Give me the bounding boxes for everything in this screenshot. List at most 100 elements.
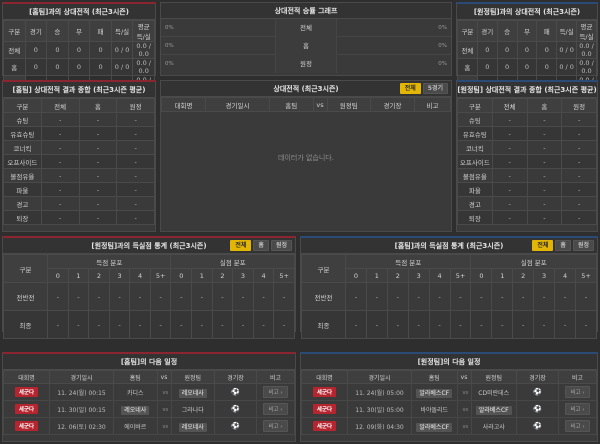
- stadium-cell[interactable]: ⚽: [214, 417, 257, 435]
- league-cell: 세군다: [301, 400, 348, 418]
- cell: -: [491, 310, 514, 339]
- table-header-row: 구분 전체 홈 원정: [3, 98, 155, 113]
- schedule-row[interactable]: 세군다 11. 24(월) 05:00 알라베스CF vs CD미란데스 ⚽ 비고 ›: [301, 383, 597, 401]
- cell: -: [365, 282, 388, 311]
- stadium-cell[interactable]: ⚽: [516, 400, 559, 418]
- home-goal-filter-toggles[interactable]: 전체 홈 원정: [532, 240, 594, 251]
- cell: 0: [46, 41, 69, 59]
- memo-cell[interactable]: 비고 ›: [256, 417, 295, 435]
- toggle-away[interactable]: 원정: [270, 240, 292, 251]
- toggle-5-matches[interactable]: 5경기: [422, 83, 448, 94]
- schedule-row[interactable]: 세군다 11. 24(월) 00:15 카디스 vs 레오네사 ⚽ 비고 ›: [3, 383, 295, 401]
- stadium-cell[interactable]: ⚽: [516, 383, 559, 401]
- win-rate-rows: 0% 전체 0% 0% 홈 0% 0% 원정 0%: [161, 18, 451, 73]
- away-team-name: CD미란데스: [478, 389, 510, 397]
- away-team-cell[interactable]: 레오네사: [170, 383, 215, 401]
- schedule-row[interactable]: 세군다 12. 06(토) 02:30 에이바르 vs 레오네사 ⚽ 비고 ›: [3, 417, 295, 435]
- cell: -: [491, 126, 528, 141]
- cell: -: [78, 182, 118, 197]
- toggle-home[interactable]: 홈: [253, 240, 269, 251]
- memo-button[interactable]: 비고 ›: [263, 403, 288, 415]
- stadium-icon[interactable]: ⚽: [533, 405, 542, 413]
- memo-cell[interactable]: 비고 ›: [256, 400, 295, 418]
- away-team-cell[interactable]: 알라베스CF: [470, 400, 517, 418]
- bucket-header: 4: [129, 268, 151, 283]
- stadium-icon[interactable]: ⚽: [533, 388, 542, 396]
- stadium-icon[interactable]: ⚽: [231, 388, 240, 396]
- away-team-cell[interactable]: CD미란데스: [470, 383, 517, 401]
- cell: -: [108, 282, 131, 311]
- col-stadium: 경기장: [214, 370, 257, 384]
- panel-title-text: 상대전적 (최근3시즌): [273, 85, 339, 93]
- row-label: 최종: [3, 310, 48, 339]
- table-row: 전반전 - - - - - - - - - - - -: [3, 282, 295, 311]
- home-team-cell[interactable]: 카디스: [113, 383, 158, 401]
- toggle-home[interactable]: 홈: [555, 240, 571, 251]
- cell: -: [491, 154, 528, 169]
- toggle-away[interactable]: 원정: [572, 240, 594, 251]
- cell: -: [273, 310, 295, 339]
- match-datetime: 12. 06(토) 02:30: [49, 417, 114, 435]
- home-team-cell[interactable]: 알라베스CF: [411, 383, 458, 401]
- memo-button[interactable]: 비고 ›: [565, 420, 590, 432]
- stadium-cell[interactable]: ⚽: [214, 383, 257, 401]
- stadium-cell[interactable]: ⚽: [214, 400, 257, 418]
- col-vs: vs: [456, 370, 472, 384]
- memo-button[interactable]: 비고 ›: [263, 420, 288, 432]
- cell: -: [526, 182, 563, 197]
- row-label: 퇴장: [457, 210, 493, 225]
- cell: -: [232, 282, 254, 311]
- table-row: 슈팅 - - -: [457, 112, 597, 127]
- table-group-header-row: 구분 득점 분포 실점 분포: [3, 254, 295, 283]
- cell: -: [78, 168, 118, 183]
- toggle-all[interactable]: 전체: [532, 240, 554, 251]
- away-summary-table: 구분 전체 홈 원정 슈팅 - - - 유효슈팅 - - - 코너킥 - - - 오프사이드 - - - 볼점유…: [457, 98, 597, 225]
- row-label: 최종: [301, 310, 346, 339]
- stadium-cell[interactable]: ⚽: [516, 417, 559, 435]
- row-label: 오프사이드: [457, 154, 493, 169]
- table-row: 최종 - - - - - - - - - - - -: [301, 310, 598, 339]
- home-team-cell[interactable]: 바야돌리드: [411, 400, 458, 418]
- memo-cell[interactable]: 비고 ›: [558, 400, 597, 418]
- row-label: 볼점유율: [457, 168, 493, 183]
- cell: -: [407, 310, 430, 339]
- home-team-cell[interactable]: 레오네사: [113, 400, 158, 418]
- schedule-row[interactable]: 세군다 12. 09(화) 04:30 알라베스CF vs 사라고사 ⚽ 비고 ›: [301, 417, 597, 435]
- home-team-cell[interactable]: 에이바르: [113, 417, 158, 435]
- memo-cell[interactable]: 비고 ›: [256, 383, 295, 401]
- col-loss: 패: [536, 20, 558, 42]
- match-datetime: 11. 30(일) 00:15: [49, 400, 114, 418]
- toggle-all[interactable]: 전체: [399, 83, 421, 94]
- away-team-cell[interactable]: 레오네사: [170, 417, 215, 435]
- toggle-all[interactable]: 전체: [230, 240, 252, 251]
- memo-cell[interactable]: 비고 ›: [558, 417, 597, 435]
- schedule-row[interactable]: 세군다 11. 30(일) 00:15 레오네사 vs 그라나다 ⚽ 비고 ›: [3, 400, 295, 418]
- stadium-icon[interactable]: ⚽: [533, 422, 542, 430]
- memo-button[interactable]: 비고 ›: [565, 386, 590, 398]
- memo-cell[interactable]: 비고 ›: [558, 383, 597, 401]
- cell: -: [116, 112, 155, 127]
- cell: -: [491, 196, 528, 211]
- schedule-row[interactable]: 세군다 11. 30(일) 05:00 바야돌리드 vs 알라베스CF ⚽ 비고 ›: [301, 400, 597, 418]
- away-goal-filter-toggles[interactable]: 전체 홈 원정: [230, 240, 292, 251]
- cell: -: [561, 140, 597, 155]
- cell: -: [526, 126, 563, 141]
- memo-button[interactable]: 비고 ›: [263, 386, 288, 398]
- panel-title: [홈팀]과의 상대전적 (최근3시즌): [3, 4, 155, 20]
- away-team-cell[interactable]: 그라나다: [170, 400, 215, 418]
- match-datetime: 11. 24(월) 05:00: [347, 383, 412, 401]
- stadium-icon[interactable]: ⚽: [231, 422, 240, 430]
- memo-button[interactable]: 비고 ›: [565, 403, 590, 415]
- away-team-cell[interactable]: 사라고사: [470, 417, 517, 435]
- row-label: 파울: [457, 182, 493, 197]
- home-team-name: 바야돌리드: [420, 406, 449, 414]
- match-datetime: 12. 09(화) 04:30: [347, 417, 412, 435]
- win-rate-row: 0% 홈 0%: [161, 36, 451, 55]
- h2h-filter-toggles[interactable]: 전체 5경기: [399, 83, 448, 94]
- home-team-cell[interactable]: 알라베스CF: [411, 417, 458, 435]
- cell: -: [512, 310, 535, 339]
- group-scored: 득점 분포: [344, 254, 472, 269]
- stadium-icon[interactable]: ⚽: [231, 405, 240, 413]
- cell: -: [428, 282, 451, 311]
- bucket-header: 1: [67, 268, 90, 283]
